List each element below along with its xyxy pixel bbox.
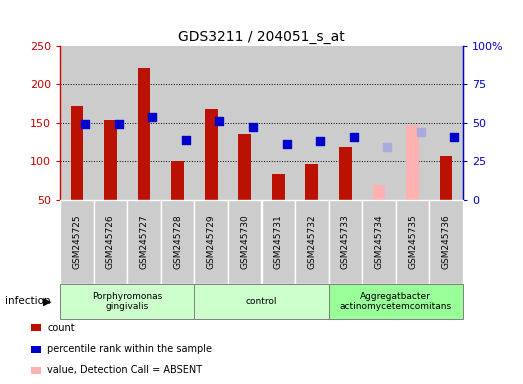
Point xyxy=(316,137,324,144)
Bar xyxy=(171,161,184,200)
Text: value, Detection Call = ABSENT: value, Detection Call = ABSENT xyxy=(47,365,202,375)
Text: GSM245728: GSM245728 xyxy=(173,215,182,269)
Text: GSM245726: GSM245726 xyxy=(106,215,115,269)
Text: GSM245734: GSM245734 xyxy=(374,215,383,269)
Text: GSM245725: GSM245725 xyxy=(72,215,82,269)
Text: GSM245732: GSM245732 xyxy=(308,215,316,269)
Text: GSM245733: GSM245733 xyxy=(341,215,350,269)
Text: percentile rank within the sample: percentile rank within the sample xyxy=(47,344,212,354)
Point xyxy=(383,144,391,150)
Bar xyxy=(94,46,127,200)
Point xyxy=(417,129,425,135)
Bar xyxy=(440,156,452,200)
Text: infection: infection xyxy=(5,296,51,306)
Bar xyxy=(228,46,262,200)
Point xyxy=(81,121,89,127)
Bar xyxy=(305,164,318,200)
Bar xyxy=(138,68,151,200)
Bar xyxy=(295,46,328,200)
Point xyxy=(181,137,190,143)
Point xyxy=(450,134,459,141)
Bar xyxy=(161,46,195,200)
Bar xyxy=(339,147,352,200)
Point xyxy=(148,114,156,120)
Text: GSM245730: GSM245730 xyxy=(240,215,249,269)
Point xyxy=(215,118,224,124)
Text: GSM245736: GSM245736 xyxy=(441,215,451,269)
Text: count: count xyxy=(47,323,75,333)
Bar xyxy=(372,185,385,200)
Bar xyxy=(262,46,295,200)
Point xyxy=(282,141,291,147)
Text: GSM245731: GSM245731 xyxy=(274,215,283,269)
Text: GSM245727: GSM245727 xyxy=(140,215,149,269)
Text: GSM245735: GSM245735 xyxy=(408,215,417,269)
Bar xyxy=(195,46,228,200)
Text: ▶: ▶ xyxy=(43,296,51,306)
Bar xyxy=(205,109,218,200)
Point xyxy=(349,134,358,141)
Bar xyxy=(362,46,396,200)
Point xyxy=(115,121,123,127)
Bar xyxy=(127,46,161,200)
Text: GSM245729: GSM245729 xyxy=(207,215,215,269)
Bar xyxy=(238,134,251,200)
Point xyxy=(249,124,257,130)
Bar xyxy=(429,46,463,200)
Title: GDS3211 / 204051_s_at: GDS3211 / 204051_s_at xyxy=(178,30,345,44)
Bar xyxy=(71,106,83,200)
Bar xyxy=(396,46,429,200)
Bar xyxy=(406,125,419,200)
Bar xyxy=(328,46,362,200)
Text: Porphyromonas
gingivalis: Porphyromonas gingivalis xyxy=(92,292,162,311)
Text: control: control xyxy=(246,297,277,306)
Text: Aggregatbacter
actinomycetemcomitans: Aggregatbacter actinomycetemcomitans xyxy=(339,292,452,311)
Bar xyxy=(272,174,285,200)
Bar xyxy=(60,46,94,200)
Bar xyxy=(104,120,117,200)
